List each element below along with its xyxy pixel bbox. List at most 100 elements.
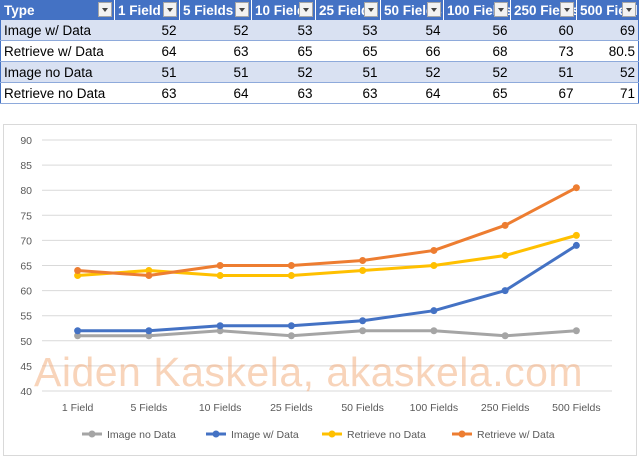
- x-tick-label: 5 Fields: [130, 402, 167, 414]
- value-cell[interactable]: 71: [576, 82, 639, 104]
- filter-dropdown-icon[interactable]: [98, 2, 112, 17]
- y-tick-label: 65: [20, 261, 32, 273]
- value-cell[interactable]: 60: [510, 20, 577, 41]
- column-header-label: 25 Fields: [319, 2, 377, 18]
- y-tick-label: 90: [20, 135, 32, 147]
- filter-dropdown-icon[interactable]: [299, 2, 313, 17]
- watermark-text: Aiden Kaskela, akaskela.com: [34, 349, 584, 395]
- y-tick-label: 70: [20, 235, 32, 247]
- value-cell[interactable]: 52: [251, 61, 316, 83]
- column-header-label: 10 Fields: [255, 2, 313, 18]
- legend-label: Retrieve w/ Data: [477, 429, 555, 441]
- column-header[interactable]: 50 Fields: [380, 0, 444, 20]
- data-point: [359, 256, 367, 264]
- value-cell[interactable]: 68: [443, 40, 511, 62]
- filter-dropdown-icon[interactable]: [364, 2, 378, 17]
- data-point: [572, 241, 580, 249]
- value-cell[interactable]: 65: [315, 40, 381, 62]
- data-point: [287, 272, 295, 280]
- data-point: [287, 262, 295, 269]
- y-tick-label: 60: [20, 286, 32, 298]
- column-header[interactable]: 1 Field: [114, 0, 180, 20]
- value-cell[interactable]: 63: [114, 82, 180, 104]
- value-cell[interactable]: 66: [380, 40, 444, 62]
- row-label-cell[interactable]: Retrieve no Data: [0, 82, 115, 104]
- column-header[interactable]: 25 Fields: [315, 0, 381, 20]
- line-chart[interactable]: 40 45 50 55 60 65 70 75 80 85 90 1 Field 5 Fields 10 …: [3, 124, 637, 456]
- value-cell[interactable]: 51: [510, 61, 577, 83]
- data-point: [501, 221, 509, 229]
- filter-dropdown-icon[interactable]: [427, 2, 441, 17]
- table-row: Image w/ Data 52 52 53 53 54 56 60 69: [0, 20, 639, 41]
- value-cell[interactable]: 52: [114, 20, 180, 41]
- legend-marker: [212, 430, 220, 438]
- value-cell[interactable]: 69: [576, 20, 639, 41]
- legend-marker: [88, 430, 96, 438]
- data-point: [501, 332, 509, 340]
- row-label-cell[interactable]: Image w/ Data: [0, 20, 115, 41]
- value-cell[interactable]: 52: [380, 61, 444, 83]
- table-row: Retrieve w/ Data 64 63 65 65 66 68 73 80.5: [0, 40, 639, 62]
- header-row: Type 1 Field 5 Fields 10 Fields 25 Fields 50 …: [0, 0, 639, 20]
- row-label-cell[interactable]: Retrieve w/ Data: [0, 40, 115, 62]
- column-header[interactable]: 250 Fields: [510, 0, 577, 20]
- column-header[interactable]: 10 Fields: [251, 0, 316, 20]
- value-cell[interactable]: 64: [179, 82, 252, 104]
- value-cell[interactable]: 73: [510, 40, 577, 62]
- value-cell[interactable]: 63: [251, 82, 316, 104]
- value-cell[interactable]: 65: [251, 40, 316, 62]
- value-cell[interactable]: 63: [179, 40, 252, 62]
- column-header-label: 5 Fields: [183, 2, 234, 18]
- value-cell[interactable]: 51: [114, 61, 180, 83]
- filter-dropdown-icon[interactable]: [163, 2, 177, 17]
- value-cell[interactable]: 53: [315, 20, 381, 41]
- x-tick-label: 100 Fields: [410, 402, 458, 414]
- data-point: [287, 332, 295, 340]
- column-header[interactable]: 5 Fields: [179, 0, 252, 20]
- value-cell[interactable]: 65: [443, 82, 511, 104]
- filter-dropdown-icon[interactable]: [560, 2, 574, 17]
- data-point: [430, 327, 438, 335]
- filter-dropdown-icon[interactable]: [622, 2, 636, 17]
- column-header[interactable]: 500 Fields: [576, 0, 639, 20]
- column-header-label: Type: [4, 2, 35, 18]
- data-point: [430, 262, 438, 269]
- table-row: Image no Data 51 51 52 51 52 52 51 52: [0, 61, 639, 83]
- value-cell[interactable]: 67: [510, 82, 577, 104]
- y-tick-label: 55: [20, 311, 32, 323]
- value-cell[interactable]: 54: [380, 20, 444, 41]
- data-point: [216, 327, 224, 335]
- value-cell[interactable]: 80.5: [576, 40, 639, 62]
- data-point: [430, 246, 438, 254]
- y-tick-label: 75: [20, 210, 32, 222]
- data-point: [74, 332, 82, 340]
- column-header[interactable]: 100 Fields: [443, 0, 511, 20]
- value-cell[interactable]: 51: [315, 61, 381, 83]
- value-cell[interactable]: 56: [443, 20, 511, 41]
- data-point: [359, 327, 367, 335]
- value-cell[interactable]: 53: [251, 20, 316, 41]
- value-cell[interactable]: 63: [315, 82, 381, 104]
- legend-label: Retrieve no Data: [347, 429, 426, 441]
- value-cell[interactable]: 64: [380, 82, 444, 104]
- filter-dropdown-icon[interactable]: [235, 2, 249, 17]
- data-table: Type 1 Field 5 Fields 10 Fields 25 Fields 50 …: [0, 0, 639, 104]
- data-point: [501, 251, 509, 259]
- data-point: [74, 272, 82, 280]
- x-tick-label: 250 Fields: [481, 402, 529, 414]
- series-line: [77, 329, 577, 338]
- y-tick-label: 45: [20, 361, 32, 373]
- series-line: [77, 233, 577, 278]
- data-point: [572, 231, 580, 239]
- filter-dropdown-icon[interactable]: [494, 2, 508, 17]
- row-label-cell[interactable]: Image no Data: [0, 61, 115, 83]
- value-cell[interactable]: 52: [576, 61, 639, 83]
- value-cell[interactable]: 64: [114, 40, 180, 62]
- value-cell[interactable]: 51: [179, 61, 252, 83]
- y-tick-label: 85: [20, 160, 32, 172]
- value-cell[interactable]: 52: [443, 61, 511, 83]
- value-cell[interactable]: 52: [179, 20, 252, 41]
- chart-canvas: 40 45 50 55 60 65 70 75 80 85 90 1 Field 5 Fields 10 …: [20, 135, 612, 441]
- data-point: [501, 287, 509, 295]
- column-header[interactable]: Type: [0, 0, 115, 20]
